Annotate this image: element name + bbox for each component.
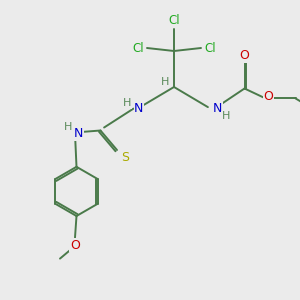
Text: Cl: Cl xyxy=(132,41,144,55)
Text: Cl: Cl xyxy=(168,14,180,28)
Text: N: N xyxy=(134,102,144,115)
Text: N: N xyxy=(74,127,83,140)
Text: O: O xyxy=(240,49,249,62)
Text: N: N xyxy=(213,102,222,115)
Text: Cl: Cl xyxy=(204,41,216,55)
Text: S: S xyxy=(121,151,129,164)
Text: H: H xyxy=(222,111,230,121)
Text: O: O xyxy=(70,238,80,252)
Text: O: O xyxy=(264,90,273,104)
Text: H: H xyxy=(64,122,73,132)
Text: H: H xyxy=(161,77,169,87)
Text: H: H xyxy=(123,98,131,108)
